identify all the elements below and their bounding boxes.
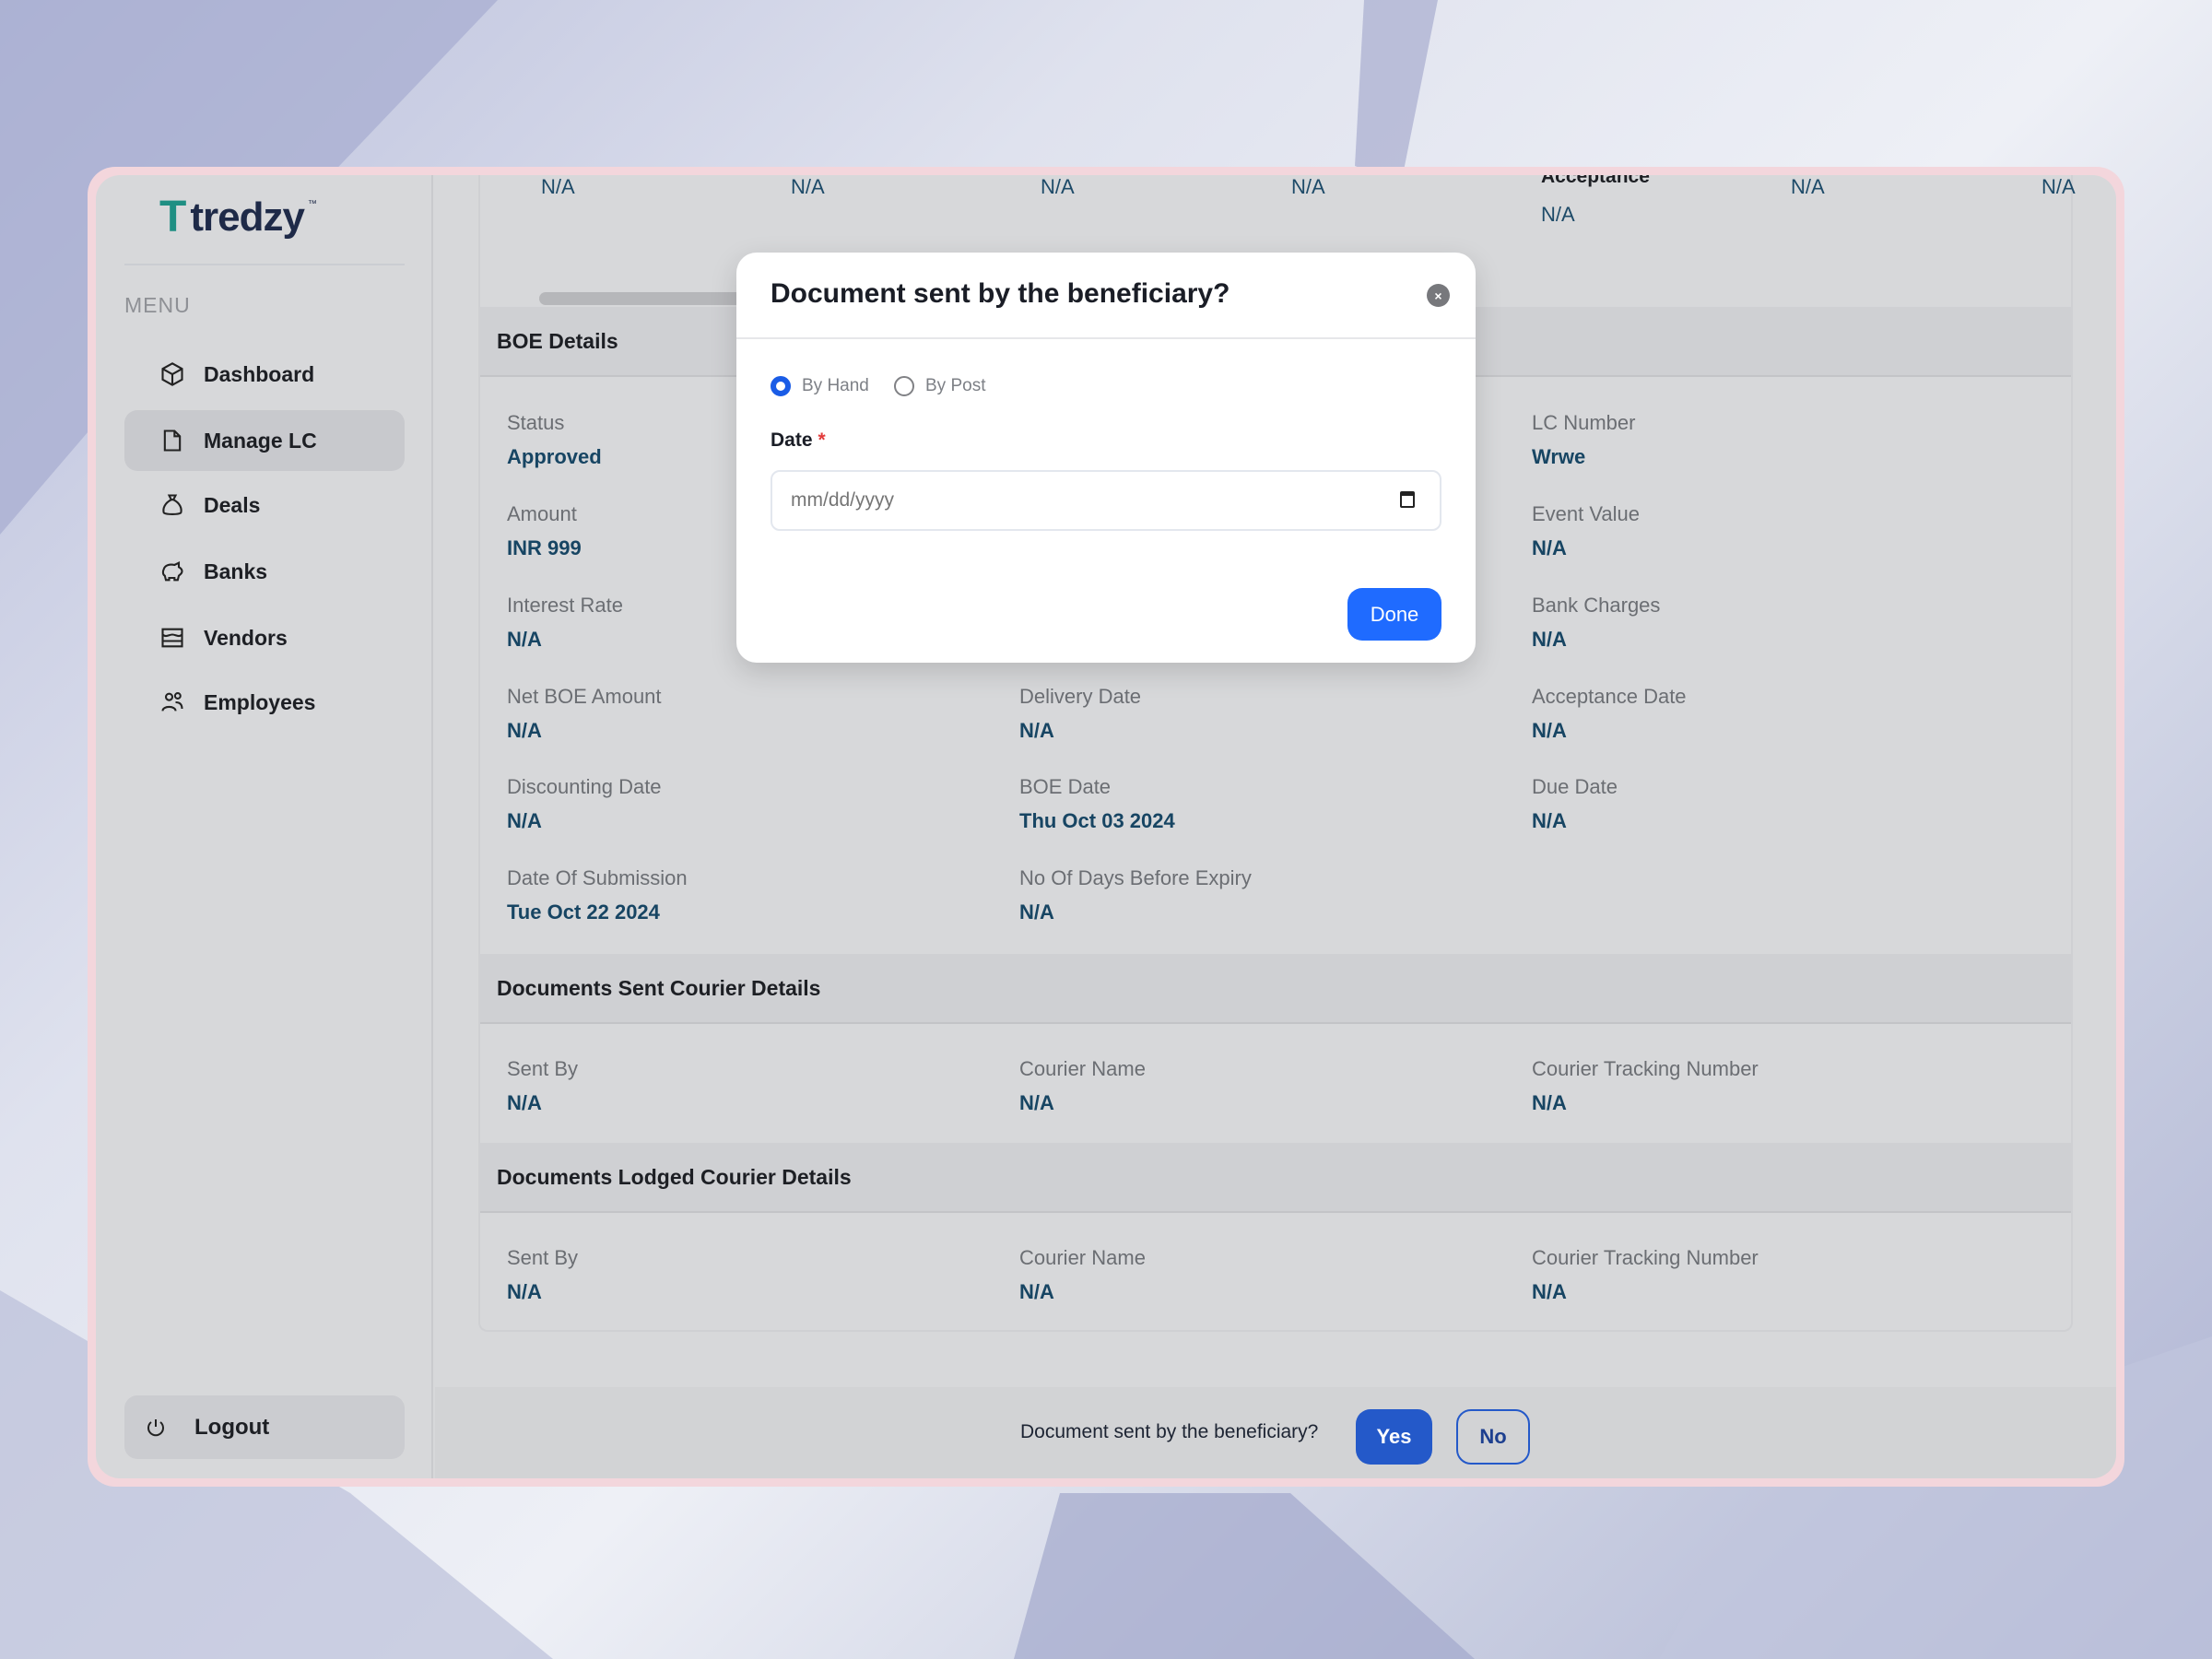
- field-label: No Of Days Before Expiry: [1019, 866, 1252, 889]
- top-row-value: N/A: [1041, 175, 1075, 198]
- field-label: Event Value: [1532, 502, 1641, 525]
- top-row-value: N/A: [2041, 175, 2076, 198]
- sidebar: T tredzy ™ MENU Dashboard Manage LC Deal…: [96, 175, 433, 1478]
- field-label: Bank Charges: [1532, 594, 1661, 617]
- trademark: ™: [307, 199, 317, 209]
- field-value: Tue Oct 22 2024: [507, 900, 660, 924]
- action-bar: Document sent by the beneficiary? Yes No: [435, 1387, 2116, 1478]
- field-value: N/A: [507, 1280, 542, 1303]
- top-row-value: N/A: [541, 175, 575, 198]
- radio-label: By Hand: [802, 376, 869, 395]
- field-value: INR 999: [507, 536, 582, 559]
- field-label: Courier Tracking Number: [1532, 1246, 1759, 1269]
- sidebar-item-label: Deals: [204, 492, 261, 517]
- sidebar-item-label: Manage LC: [204, 428, 317, 453]
- radio-checked-icon: [771, 376, 791, 396]
- field-value: N/A: [1532, 1280, 1567, 1303]
- field-value: N/A: [1019, 1280, 1054, 1303]
- store-icon: [161, 628, 183, 648]
- field-value: N/A: [507, 628, 542, 651]
- sidebar-item-label: Employees: [204, 689, 316, 714]
- field-label: Interest Rate: [507, 594, 623, 617]
- field-value: N/A: [1532, 628, 1567, 651]
- top-row-value: N/A: [791, 175, 825, 198]
- done-button[interactable]: Done: [1347, 588, 1441, 641]
- field-label: Courier Name: [1019, 1246, 1146, 1269]
- logout-label: Logout: [194, 1414, 270, 1440]
- top-row-value: N/A: [1291, 175, 1325, 198]
- document-sent-modal: Document sent by the beneficiary? × By H…: [736, 253, 1476, 663]
- field-value: N/A: [1019, 1091, 1054, 1114]
- acceptance-label: Acceptance: [1541, 175, 1650, 187]
- field-value: N/A: [1532, 719, 1567, 742]
- field-value: N/A: [1532, 536, 1567, 559]
- money-bag-icon: [162, 494, 182, 515]
- document-icon: [163, 429, 182, 452]
- logo-text: tredzy: [190, 194, 305, 240]
- sidebar-item-label: Dashboard: [204, 361, 315, 386]
- logout-button[interactable]: Logout: [124, 1395, 405, 1459]
- field-label: Sent By: [507, 1057, 579, 1080]
- close-icon[interactable]: ×: [1427, 284, 1450, 307]
- radio-unchecked-icon: [894, 376, 914, 396]
- field-label: Delivery Date: [1019, 685, 1142, 708]
- sidebar-item-dashboard[interactable]: Dashboard: [124, 344, 405, 405]
- field-value: N/A: [507, 719, 542, 742]
- field-value: Approved: [507, 445, 602, 468]
- date-label-text: Date: [771, 429, 813, 451]
- sidebar-item-employees[interactable]: Employees: [124, 672, 405, 733]
- modal-divider: [736, 337, 1476, 339]
- users-icon: [161, 692, 183, 712]
- sidebar-item-label: Vendors: [204, 625, 288, 650]
- cube-icon: [161, 362, 183, 386]
- radio-label: By Post: [925, 376, 986, 395]
- radio-by-post[interactable]: By Post: [894, 376, 985, 396]
- field-value: N/A: [507, 1091, 542, 1114]
- sent-courier-header: Documents Sent Courier Details: [480, 954, 2071, 1024]
- field-label: Discounting Date: [507, 775, 662, 798]
- action-question: Document sent by the beneficiary?: [1020, 1421, 1319, 1442]
- divider: [124, 264, 405, 265]
- field-label: Net BOE Amount: [507, 685, 662, 708]
- sidebar-item-banks[interactable]: Banks: [124, 541, 405, 602]
- field-label: Sent By: [507, 1246, 579, 1269]
- calendar-icon[interactable]: [1400, 491, 1415, 508]
- sidebar-item-label: Banks: [204, 559, 268, 583]
- field-label: Due Date: [1532, 775, 1618, 798]
- piggy-bank-icon: [161, 560, 183, 582]
- sidebar-item-vendors[interactable]: Vendors: [124, 607, 405, 668]
- required-mark: *: [818, 429, 826, 451]
- field-value: N/A: [507, 809, 542, 832]
- power-icon: [147, 1418, 164, 1436]
- lodged-courier-header: Documents Lodged Courier Details: [480, 1143, 2071, 1213]
- logo: T tredzy ™: [159, 192, 317, 242]
- top-row-value: N/A: [1791, 175, 1825, 198]
- date-input[interactable]: [771, 470, 1441, 531]
- field-value: Wrwe: [1532, 445, 1586, 468]
- field-value: N/A: [1019, 900, 1054, 924]
- no-button[interactable]: No: [1456, 1409, 1530, 1465]
- field-value: N/A: [1532, 1091, 1567, 1114]
- field-label: Courier Tracking Number: [1532, 1057, 1759, 1080]
- field-value: N/A: [1532, 809, 1567, 832]
- field-label: LC Number: [1532, 411, 1636, 434]
- field-value: Thu Oct 03 2024: [1019, 809, 1175, 832]
- modal-title: Document sent by the beneficiary?: [771, 278, 1230, 309]
- field-label: Acceptance Date: [1532, 685, 1687, 708]
- field-label: BOE Date: [1019, 775, 1112, 798]
- sidebar-item-manage-lc[interactable]: Manage LC: [124, 410, 405, 471]
- field-value: N/A: [1019, 719, 1054, 742]
- acceptance-value: N/A: [1541, 203, 1575, 226]
- field-label: Amount: [507, 502, 577, 525]
- field-label: Courier Name: [1019, 1057, 1146, 1080]
- yes-button[interactable]: Yes: [1356, 1409, 1432, 1465]
- field-label: Status: [507, 411, 565, 434]
- sidebar-item-deals[interactable]: Deals: [124, 475, 405, 535]
- field-label: Date Of Submission: [507, 866, 688, 889]
- menu-label: MENU: [124, 293, 191, 317]
- radio-by-hand[interactable]: By Hand: [771, 376, 869, 396]
- date-label: Date *: [771, 429, 826, 452]
- logo-mark: T: [159, 193, 187, 241]
